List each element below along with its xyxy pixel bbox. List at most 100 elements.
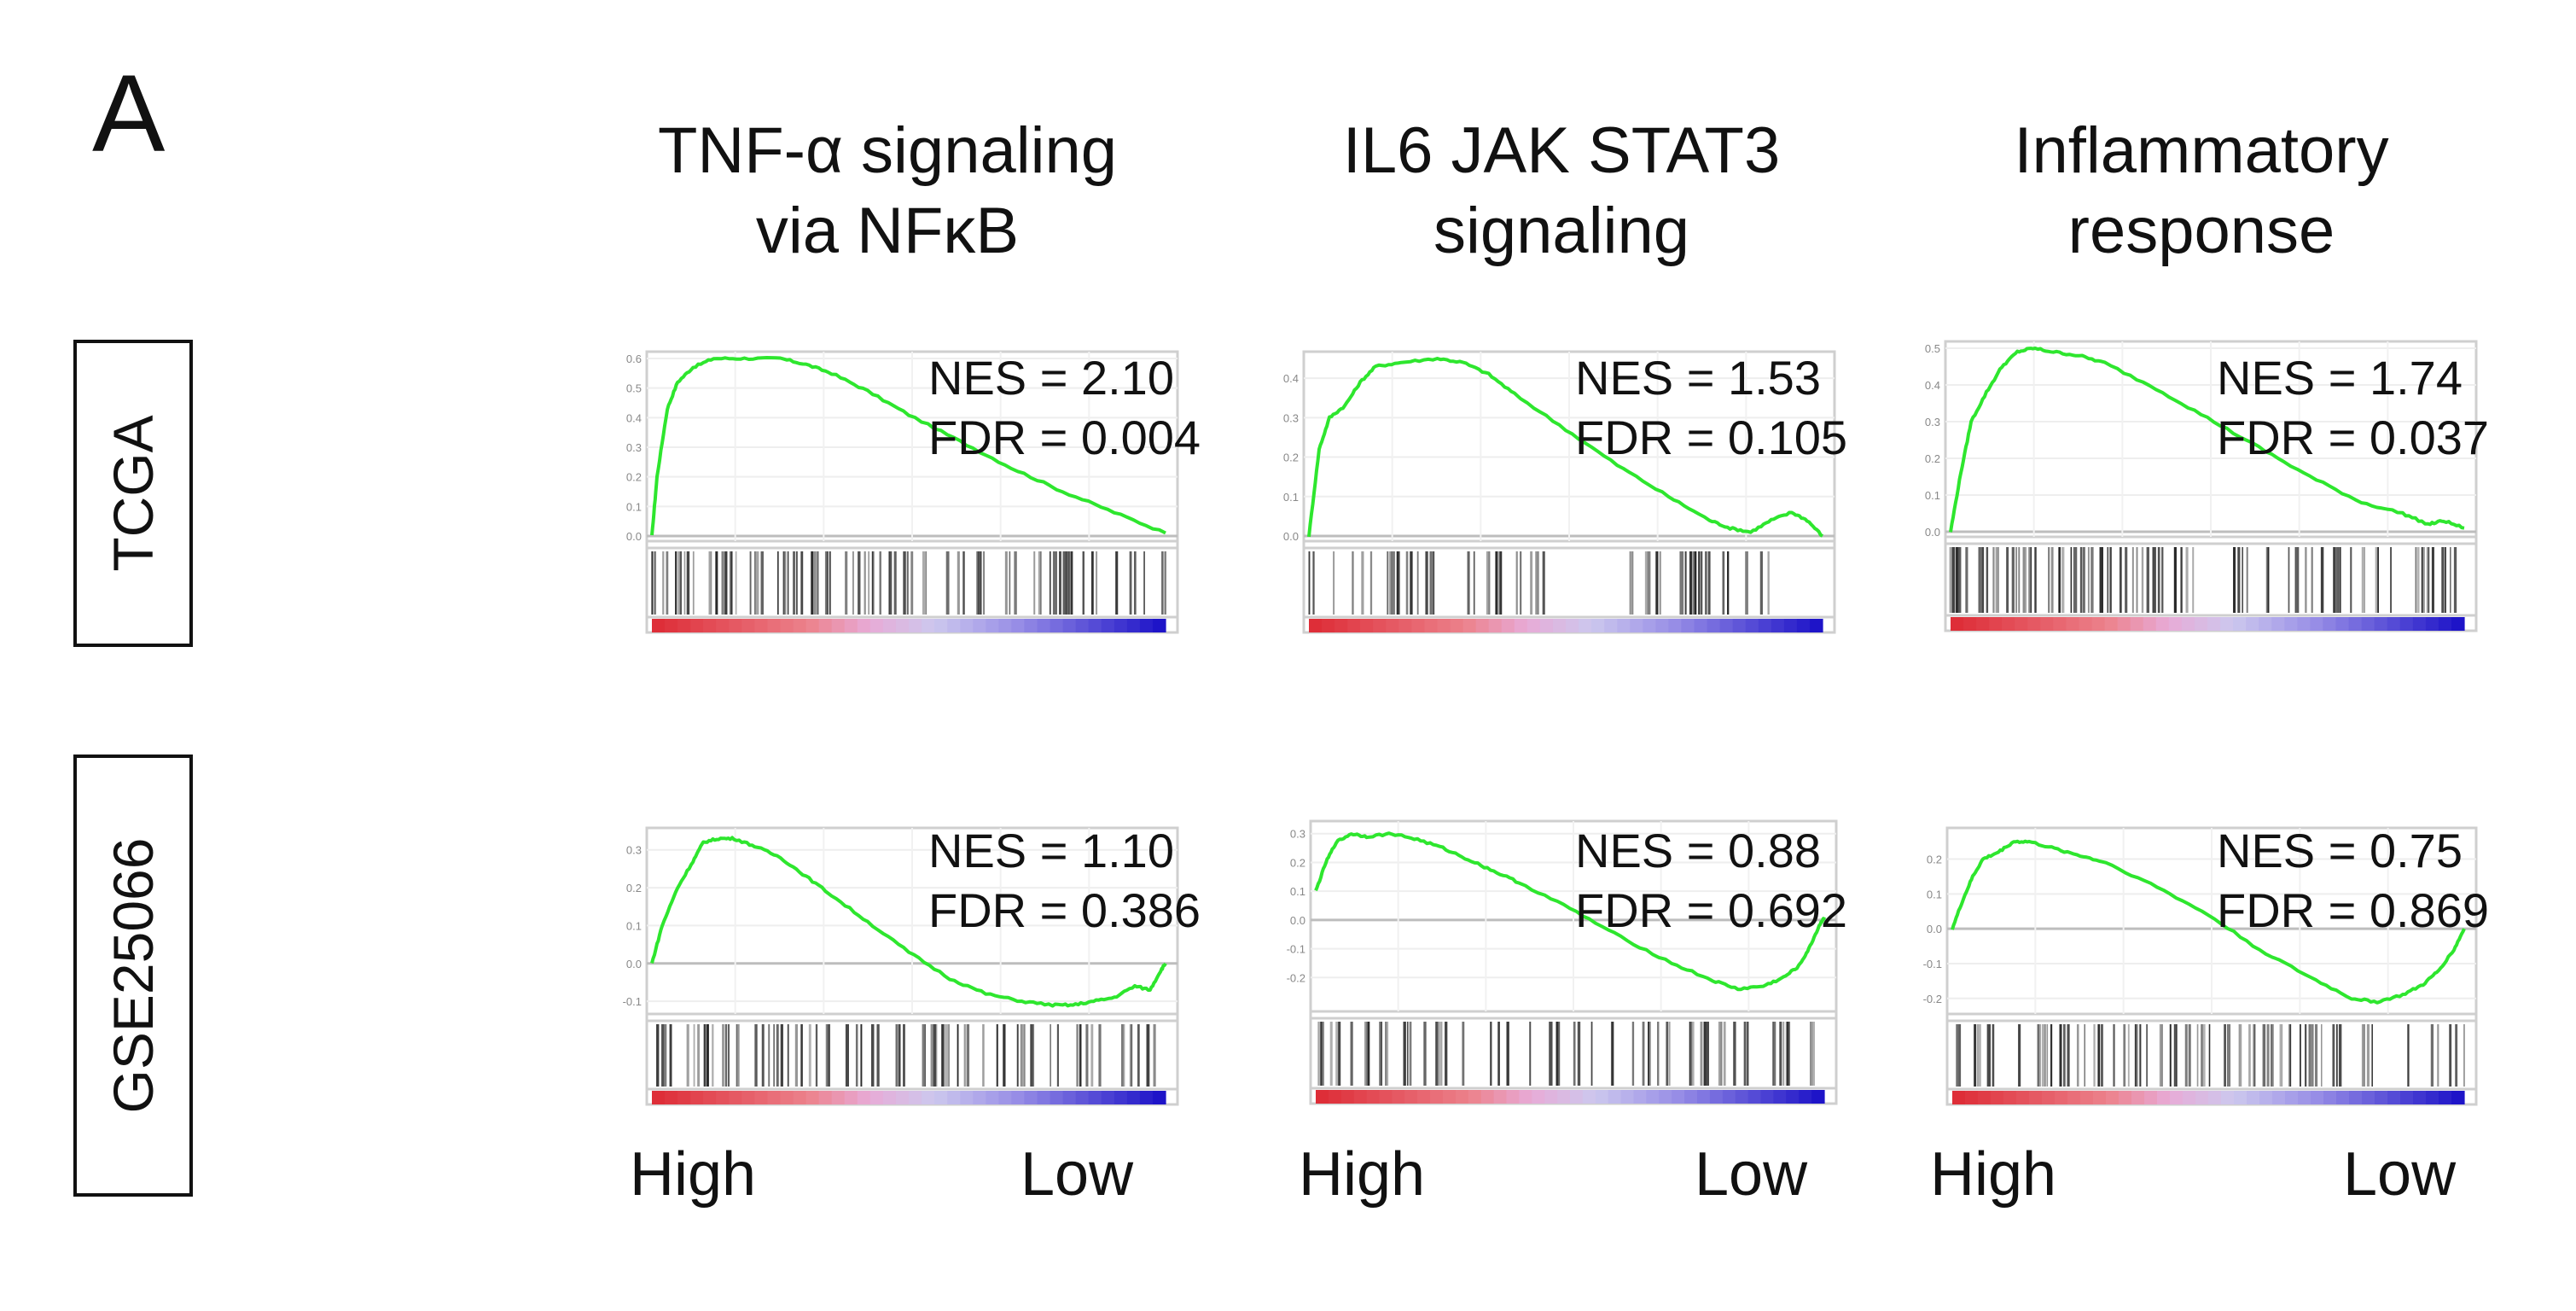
rank-color-segment [1595,1090,1609,1104]
rank-color-segment [2362,1091,2375,1104]
rank-color-segment [2399,617,2414,631]
rank-color-segment [729,619,742,632]
rank-color-segment [1088,619,1102,632]
y-tick-label: 0.2 [626,471,642,484]
rank-color-segment [818,619,833,632]
rank-color-segment [869,1091,884,1104]
rank-color-segment [754,619,769,632]
axis-label-high: High [1299,1140,1426,1209]
rank-color-segment [2207,617,2221,631]
rank-color-segment [1075,1091,1090,1104]
rank-color-segment [1514,619,1528,632]
rank-color-segment [1760,1090,1774,1104]
rank-color-segment [1075,619,1090,632]
nes-value: NES = 1.74 [2217,351,2463,405]
rank-color-segment [844,619,858,632]
rank-color-segment [882,619,897,632]
rank-color-segment [2067,1091,2081,1104]
column-title-tnf: TNF-α signaling via NFκB [614,111,1160,271]
rank-color-segment [1681,619,1695,632]
rank-color-segment [1126,619,1141,632]
column-title-line2: via NFκB [755,195,1020,267]
rank-color-segment [1062,619,1077,632]
rank-color-segment [973,1091,986,1104]
rank-color-segment [754,1091,769,1104]
rank-color-segment [1480,1090,1495,1104]
rank-color-segment [805,1091,820,1104]
gsea-plot-gse-il6: -0.2 -0.1 0.0 0.1 0.2 0.3 [1287,819,1838,1105]
rank-color-segment [2208,1091,2222,1104]
column-title-line2: signaling [1433,195,1689,267]
column-title-il6: IL6 JAK STAT3 signaling [1288,111,1835,271]
rank-color-segment [1539,619,1554,632]
hits-panel [1944,542,2478,617]
rank-color-segment [998,1091,1012,1104]
rank-color-segment [2053,617,2067,631]
rank-color-segment [1050,1091,1064,1104]
rank-color-segment [1417,1090,1431,1104]
rank-color-segment [2104,617,2119,631]
rank-color-segment [2335,617,2350,631]
rank-color-segment [2246,617,2259,631]
rank-color-segment [2284,617,2298,631]
y-tick-label: 0.1 [1283,491,1299,504]
rank-color-segment [665,619,678,632]
rank-color-segment [1152,1091,1166,1104]
fdr-value: FDR = 0.105 [1575,411,1848,464]
rank-color-segment [1373,619,1387,632]
y-tick-label: 0.2 [1283,452,1299,464]
rank-color-segment [1430,1090,1444,1104]
gsea-plot-tcga-inflammatory: 0.0 0.1 0.2 0.3 0.4 0.5 [1925,340,2478,632]
rank-color-segment [665,1091,678,1104]
column-title-inflammatory: Inflammatory response [1928,111,2474,271]
rank-color-segment [2285,1091,2299,1104]
rank-color-segment [831,1091,846,1104]
axis-label-high: High [1930,1140,2057,1209]
rank-color-segment [2271,617,2285,631]
rank-color-segment [2375,1091,2388,1104]
rank-color-segment [1309,619,1323,632]
rank-color-segment [2387,1091,2401,1104]
hits-panel [645,1019,1179,1091]
fdr-value: FDR = 0.037 [2217,411,2490,464]
y-tick-label: 0.4 [1283,372,1299,385]
rank-color-segment [2066,617,2080,631]
rank-color-segment [2221,1091,2235,1104]
rank-color-segment [2297,617,2311,631]
rank-color-segment [2119,1091,2132,1104]
rank-color-segment [1437,619,1451,632]
y-tick-label: 0.0 [1283,530,1299,543]
axis-label-low: Low [2343,1140,2457,1209]
rank-color-segment [741,619,755,632]
y-tick-label: 0.0 [626,530,642,543]
gsea-plot-gse-tnf: -0.1 0.0 0.1 0.2 0.3 [623,826,1179,1106]
rank-color-segment [2323,1091,2337,1104]
rank-color-segment [857,619,871,632]
rank-color-segment [1386,619,1399,632]
rank-color-segment [690,1091,704,1104]
rank-color-segment [2117,617,2131,631]
rank-color-segment [1328,1090,1342,1104]
rank-color-segment [2183,1091,2196,1104]
rank-color-segment [2234,1091,2247,1104]
rank-color-segment [1340,1090,1355,1104]
rank-color-segment [1991,1091,2004,1104]
rank-color-segment [1745,619,1759,632]
rank-color-segment [947,1091,961,1104]
rank-color-segment [652,1091,666,1104]
rank-color-segment [1011,619,1026,632]
rank-color-segment [1360,619,1374,632]
fdr-value: FDR = 0.386 [928,883,1201,937]
rank-color-segment [1316,1090,1329,1104]
rank-color-segment [1709,1090,1724,1104]
rank-color-segment [780,619,794,632]
rank-color-segment [1694,619,1708,632]
rank-color-segment [1126,1091,1141,1104]
enrichment-curve [1307,357,1823,538]
rank-color-segment [1604,619,1618,632]
rank-color-segment [1976,617,1990,631]
y-tick-label: 0.2 [1927,854,1942,866]
hits-panel [1302,546,1836,619]
rank-color-segment [1468,1090,1482,1104]
rank-color-segment [1668,619,1683,632]
